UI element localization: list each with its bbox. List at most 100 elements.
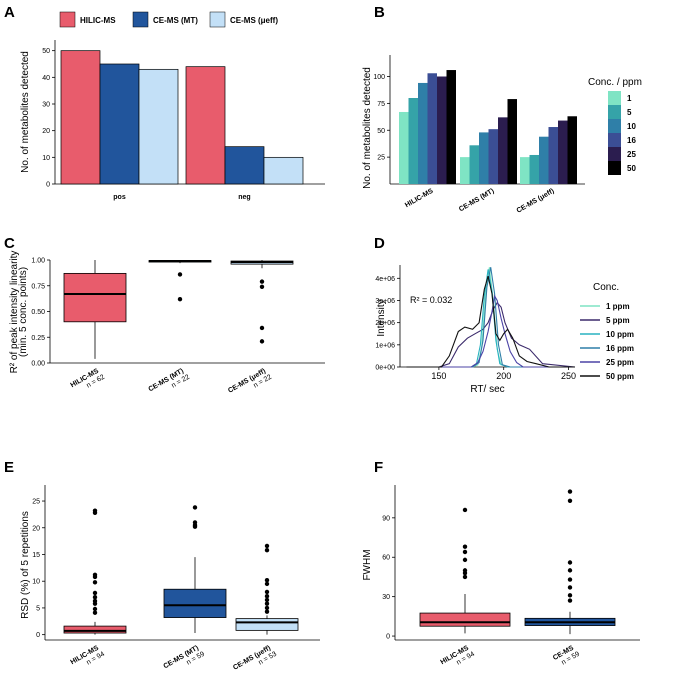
c-box-0 bbox=[63, 272, 127, 323]
d-line-16-ppm bbox=[406, 267, 575, 368]
b-legend-swatch bbox=[608, 147, 621, 161]
c-outlier bbox=[259, 284, 265, 289]
a-y-tick-label: 30 bbox=[42, 102, 50, 109]
b-bar-0-5 bbox=[446, 70, 456, 184]
e-outlier bbox=[264, 597, 270, 603]
a-y-tick-label: 10 bbox=[42, 155, 50, 162]
e-y-tick-label: 5 bbox=[36, 605, 40, 612]
e-y-tick-label: 20 bbox=[32, 525, 40, 532]
legend-swatch-ce-ueff bbox=[209, 11, 226, 28]
b-y-tick-label: 25 bbox=[377, 155, 385, 162]
e-y-tick-label: 25 bbox=[32, 499, 40, 506]
a-y-tick-label: 50 bbox=[42, 48, 50, 55]
d-legend-label: 25 ppm bbox=[606, 358, 634, 367]
e-outlier bbox=[92, 610, 98, 615]
a-y-tick-label: 40 bbox=[42, 75, 50, 82]
panel-label-c: C bbox=[4, 235, 15, 252]
c-outlier bbox=[177, 296, 183, 302]
f-outlier bbox=[567, 585, 573, 590]
f-y-tick-label: 0 bbox=[386, 634, 390, 641]
c-y-tick-label: 0.25 bbox=[31, 335, 45, 342]
b-bar-0-2 bbox=[418, 82, 428, 184]
c-outlier bbox=[177, 272, 183, 277]
f-outlier bbox=[462, 507, 468, 513]
e-outlier bbox=[264, 577, 270, 583]
b-bar-2-4 bbox=[558, 120, 568, 184]
d-legend-label: 1 ppm bbox=[606, 302, 630, 311]
b-bar-0-3 bbox=[427, 73, 437, 184]
e-outlier bbox=[264, 609, 270, 614]
legend-label-ce-ueff: CE-MS (μeff) bbox=[230, 16, 278, 25]
e-box-0 bbox=[63, 625, 127, 634]
a-y-tick-label: 0 bbox=[46, 182, 50, 189]
b-x-tick-label: HILIC-MS bbox=[404, 188, 435, 210]
e-y-axis-title: RSD (%) of 5 repetitions bbox=[20, 511, 31, 619]
f-outlier bbox=[462, 544, 468, 549]
c-outlier bbox=[259, 279, 265, 284]
e-outlier bbox=[264, 593, 270, 599]
c-outlier bbox=[259, 325, 265, 331]
a-bar-pos-2 bbox=[138, 68, 179, 185]
panel-label-f: F bbox=[374, 459, 383, 476]
e-y-tick-label: 15 bbox=[32, 552, 40, 559]
panel-label-e: E bbox=[4, 459, 14, 476]
e-outlier bbox=[92, 574, 98, 580]
c-y-tick-label: 0.50 bbox=[31, 309, 45, 316]
e-outlier bbox=[92, 580, 98, 585]
b-bar-2-0 bbox=[520, 157, 530, 184]
c-y-tick-label: 0.75 bbox=[31, 283, 45, 290]
f-y-tick-label: 60 bbox=[382, 555, 390, 562]
b-bar-1-0 bbox=[460, 157, 470, 184]
f-outlier bbox=[567, 560, 573, 565]
b-legend-title: Conc. / ppm bbox=[588, 77, 642, 88]
d-x-tick-label: 150 bbox=[431, 371, 446, 381]
a-bar-neg-0 bbox=[185, 66, 226, 185]
d-legend-label: 16 ppm bbox=[606, 344, 634, 353]
c-y-axis-title: R² of peak intensity linearity bbox=[9, 251, 20, 374]
f-outlier bbox=[462, 570, 468, 576]
d-legend-label: 50 ppm bbox=[606, 372, 634, 381]
e-y-tick-label: 10 bbox=[32, 579, 40, 586]
b-bar-0-1 bbox=[408, 98, 418, 184]
e-outlier bbox=[264, 601, 270, 606]
c-y-tick-label: 0.00 bbox=[31, 361, 45, 368]
e-outlier bbox=[92, 595, 98, 600]
b-legend-label: 50 bbox=[627, 164, 636, 173]
a-y-axis-title: No. of metabolites detected bbox=[20, 51, 31, 173]
b-legend-swatch bbox=[608, 133, 621, 147]
e-box-2 bbox=[235, 618, 299, 631]
b-bar-0-0 bbox=[399, 111, 409, 184]
b-legend-swatch bbox=[608, 105, 621, 119]
b-legend-swatch bbox=[608, 161, 621, 175]
d-y-tick-label: 0e+00 bbox=[375, 365, 395, 372]
e-outlier bbox=[192, 524, 198, 529]
d-legend-label: 10 ppm bbox=[606, 330, 634, 339]
d-y-tick-label: 2e+06 bbox=[375, 320, 395, 327]
b-bar-0-4 bbox=[437, 76, 447, 184]
e-outlier bbox=[92, 590, 98, 596]
e-outlier bbox=[192, 505, 198, 510]
f-outlier bbox=[567, 568, 573, 573]
d-line-25-ppm bbox=[406, 294, 575, 368]
f-outlier bbox=[462, 557, 468, 563]
d-line-50-ppm bbox=[406, 275, 575, 368]
e-outlier bbox=[264, 581, 270, 587]
d-x-axis-title: RT/ sec bbox=[470, 384, 504, 395]
b-legend-swatch bbox=[608, 119, 621, 133]
a-bar-neg-2 bbox=[263, 156, 304, 185]
b-bar-1-2 bbox=[479, 132, 489, 184]
e-outlier bbox=[264, 605, 270, 611]
b-bar-2-1 bbox=[529, 154, 539, 184]
b-bar-2-3 bbox=[548, 127, 558, 184]
d-y-axis-title: Intensity bbox=[376, 299, 387, 336]
b-bar-1-4 bbox=[498, 117, 508, 184]
panel-label-d: D bbox=[374, 235, 385, 252]
c-y-tick-label: 1.00 bbox=[31, 258, 45, 265]
b-bar-2-2 bbox=[539, 136, 549, 184]
b-bar-1-1 bbox=[469, 145, 479, 184]
d-y-tick-label: 1e+06 bbox=[375, 342, 395, 349]
a-bar-pos-1 bbox=[99, 63, 140, 185]
d-legend-label: 5 ppm bbox=[606, 316, 630, 325]
f-outlier bbox=[567, 498, 573, 503]
